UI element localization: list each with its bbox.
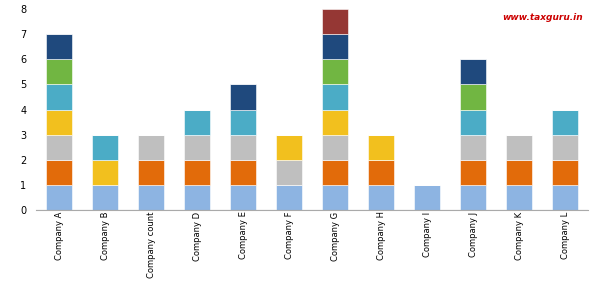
Bar xyxy=(230,160,256,185)
Bar xyxy=(230,110,256,135)
Bar xyxy=(460,160,485,185)
Bar xyxy=(553,160,578,185)
Bar xyxy=(553,110,578,135)
Bar xyxy=(460,185,485,210)
Bar xyxy=(277,160,302,185)
Bar xyxy=(415,185,440,210)
Bar xyxy=(322,84,347,110)
Bar xyxy=(368,135,394,160)
Bar xyxy=(230,135,256,160)
Bar xyxy=(230,84,256,110)
Bar xyxy=(92,160,118,185)
Bar xyxy=(46,110,71,135)
Bar xyxy=(322,135,347,160)
Bar xyxy=(46,34,71,59)
Bar xyxy=(92,135,118,160)
Bar xyxy=(277,185,302,210)
Bar xyxy=(184,135,209,160)
Bar xyxy=(46,84,71,110)
Bar xyxy=(368,185,394,210)
Bar xyxy=(506,135,532,160)
Bar xyxy=(46,160,71,185)
Bar xyxy=(460,59,485,84)
Bar xyxy=(553,185,578,210)
Bar xyxy=(460,84,485,110)
Bar xyxy=(184,185,209,210)
Bar xyxy=(322,59,347,84)
Bar xyxy=(46,59,71,84)
Bar xyxy=(322,34,347,59)
Bar xyxy=(460,110,485,135)
Bar xyxy=(92,185,118,210)
Bar xyxy=(322,9,347,34)
Bar xyxy=(460,135,485,160)
Bar xyxy=(506,160,532,185)
Bar xyxy=(322,160,347,185)
Bar xyxy=(553,135,578,160)
Bar xyxy=(322,110,347,135)
Bar xyxy=(139,160,164,185)
Bar xyxy=(230,185,256,210)
Bar xyxy=(368,160,394,185)
Bar xyxy=(46,185,71,210)
Bar xyxy=(139,135,164,160)
Bar xyxy=(46,135,71,160)
Bar xyxy=(139,185,164,210)
Text: www.taxguru.in: www.taxguru.in xyxy=(502,13,583,22)
Bar xyxy=(184,160,209,185)
Bar xyxy=(506,185,532,210)
Bar xyxy=(184,110,209,135)
Bar xyxy=(277,135,302,160)
Bar xyxy=(322,185,347,210)
